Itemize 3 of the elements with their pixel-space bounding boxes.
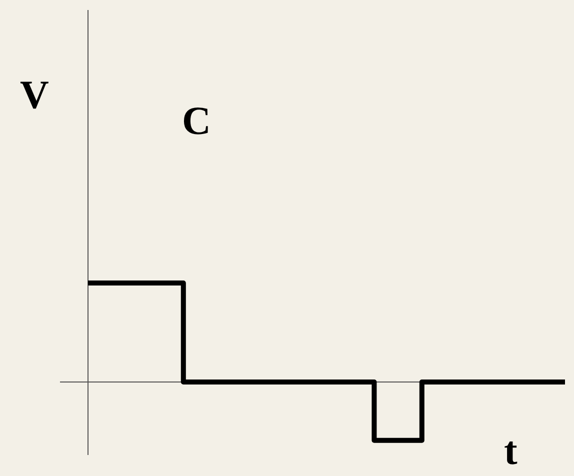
- chart-title: C: [182, 98, 211, 143]
- x-axis-title: t: [504, 428, 518, 473]
- y-axis-title: V: [20, 72, 49, 117]
